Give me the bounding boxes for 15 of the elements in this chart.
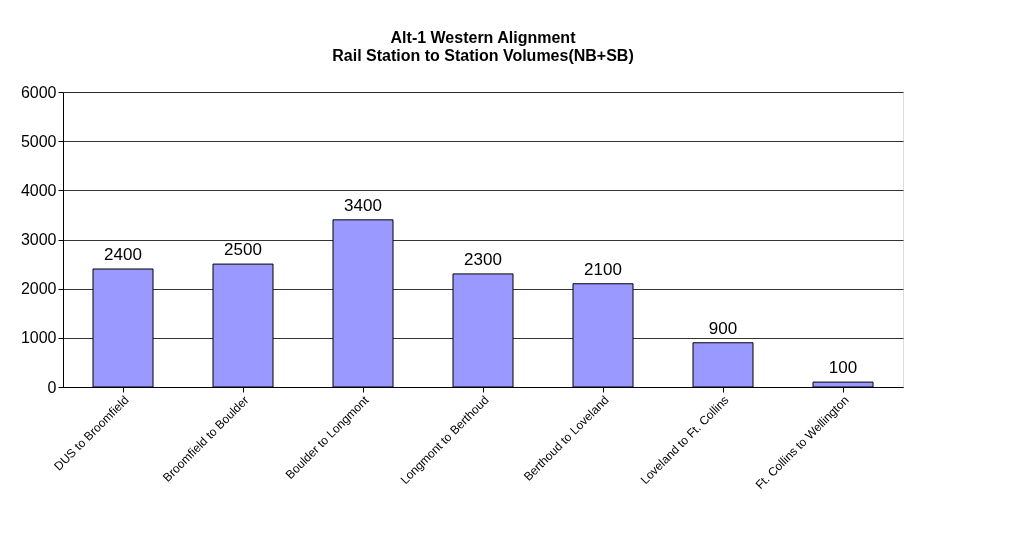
data-label: 100 xyxy=(828,358,858,378)
data-label: 3400 xyxy=(344,195,382,215)
y-tick-label: 0 xyxy=(47,378,57,396)
data-label: 2100 xyxy=(584,259,622,279)
y-tick-label: 6000 xyxy=(20,83,57,101)
data-label: 2400 xyxy=(104,245,142,264)
y-tick-label: 3000 xyxy=(20,231,57,248)
data-label: 2500 xyxy=(224,240,262,260)
y-tick-label: 5000 xyxy=(20,132,57,150)
chart-title: Alt-1 Western Alignment Rail Station to Station Volumes(NB+SB) xyxy=(332,29,634,64)
data-label: 2300 xyxy=(464,249,502,269)
y-tick-label: 1000 xyxy=(20,329,57,347)
y-tick-label: 2000 xyxy=(20,280,57,298)
data-label: 900 xyxy=(708,318,738,338)
y-tick-label: 4000 xyxy=(20,181,57,199)
